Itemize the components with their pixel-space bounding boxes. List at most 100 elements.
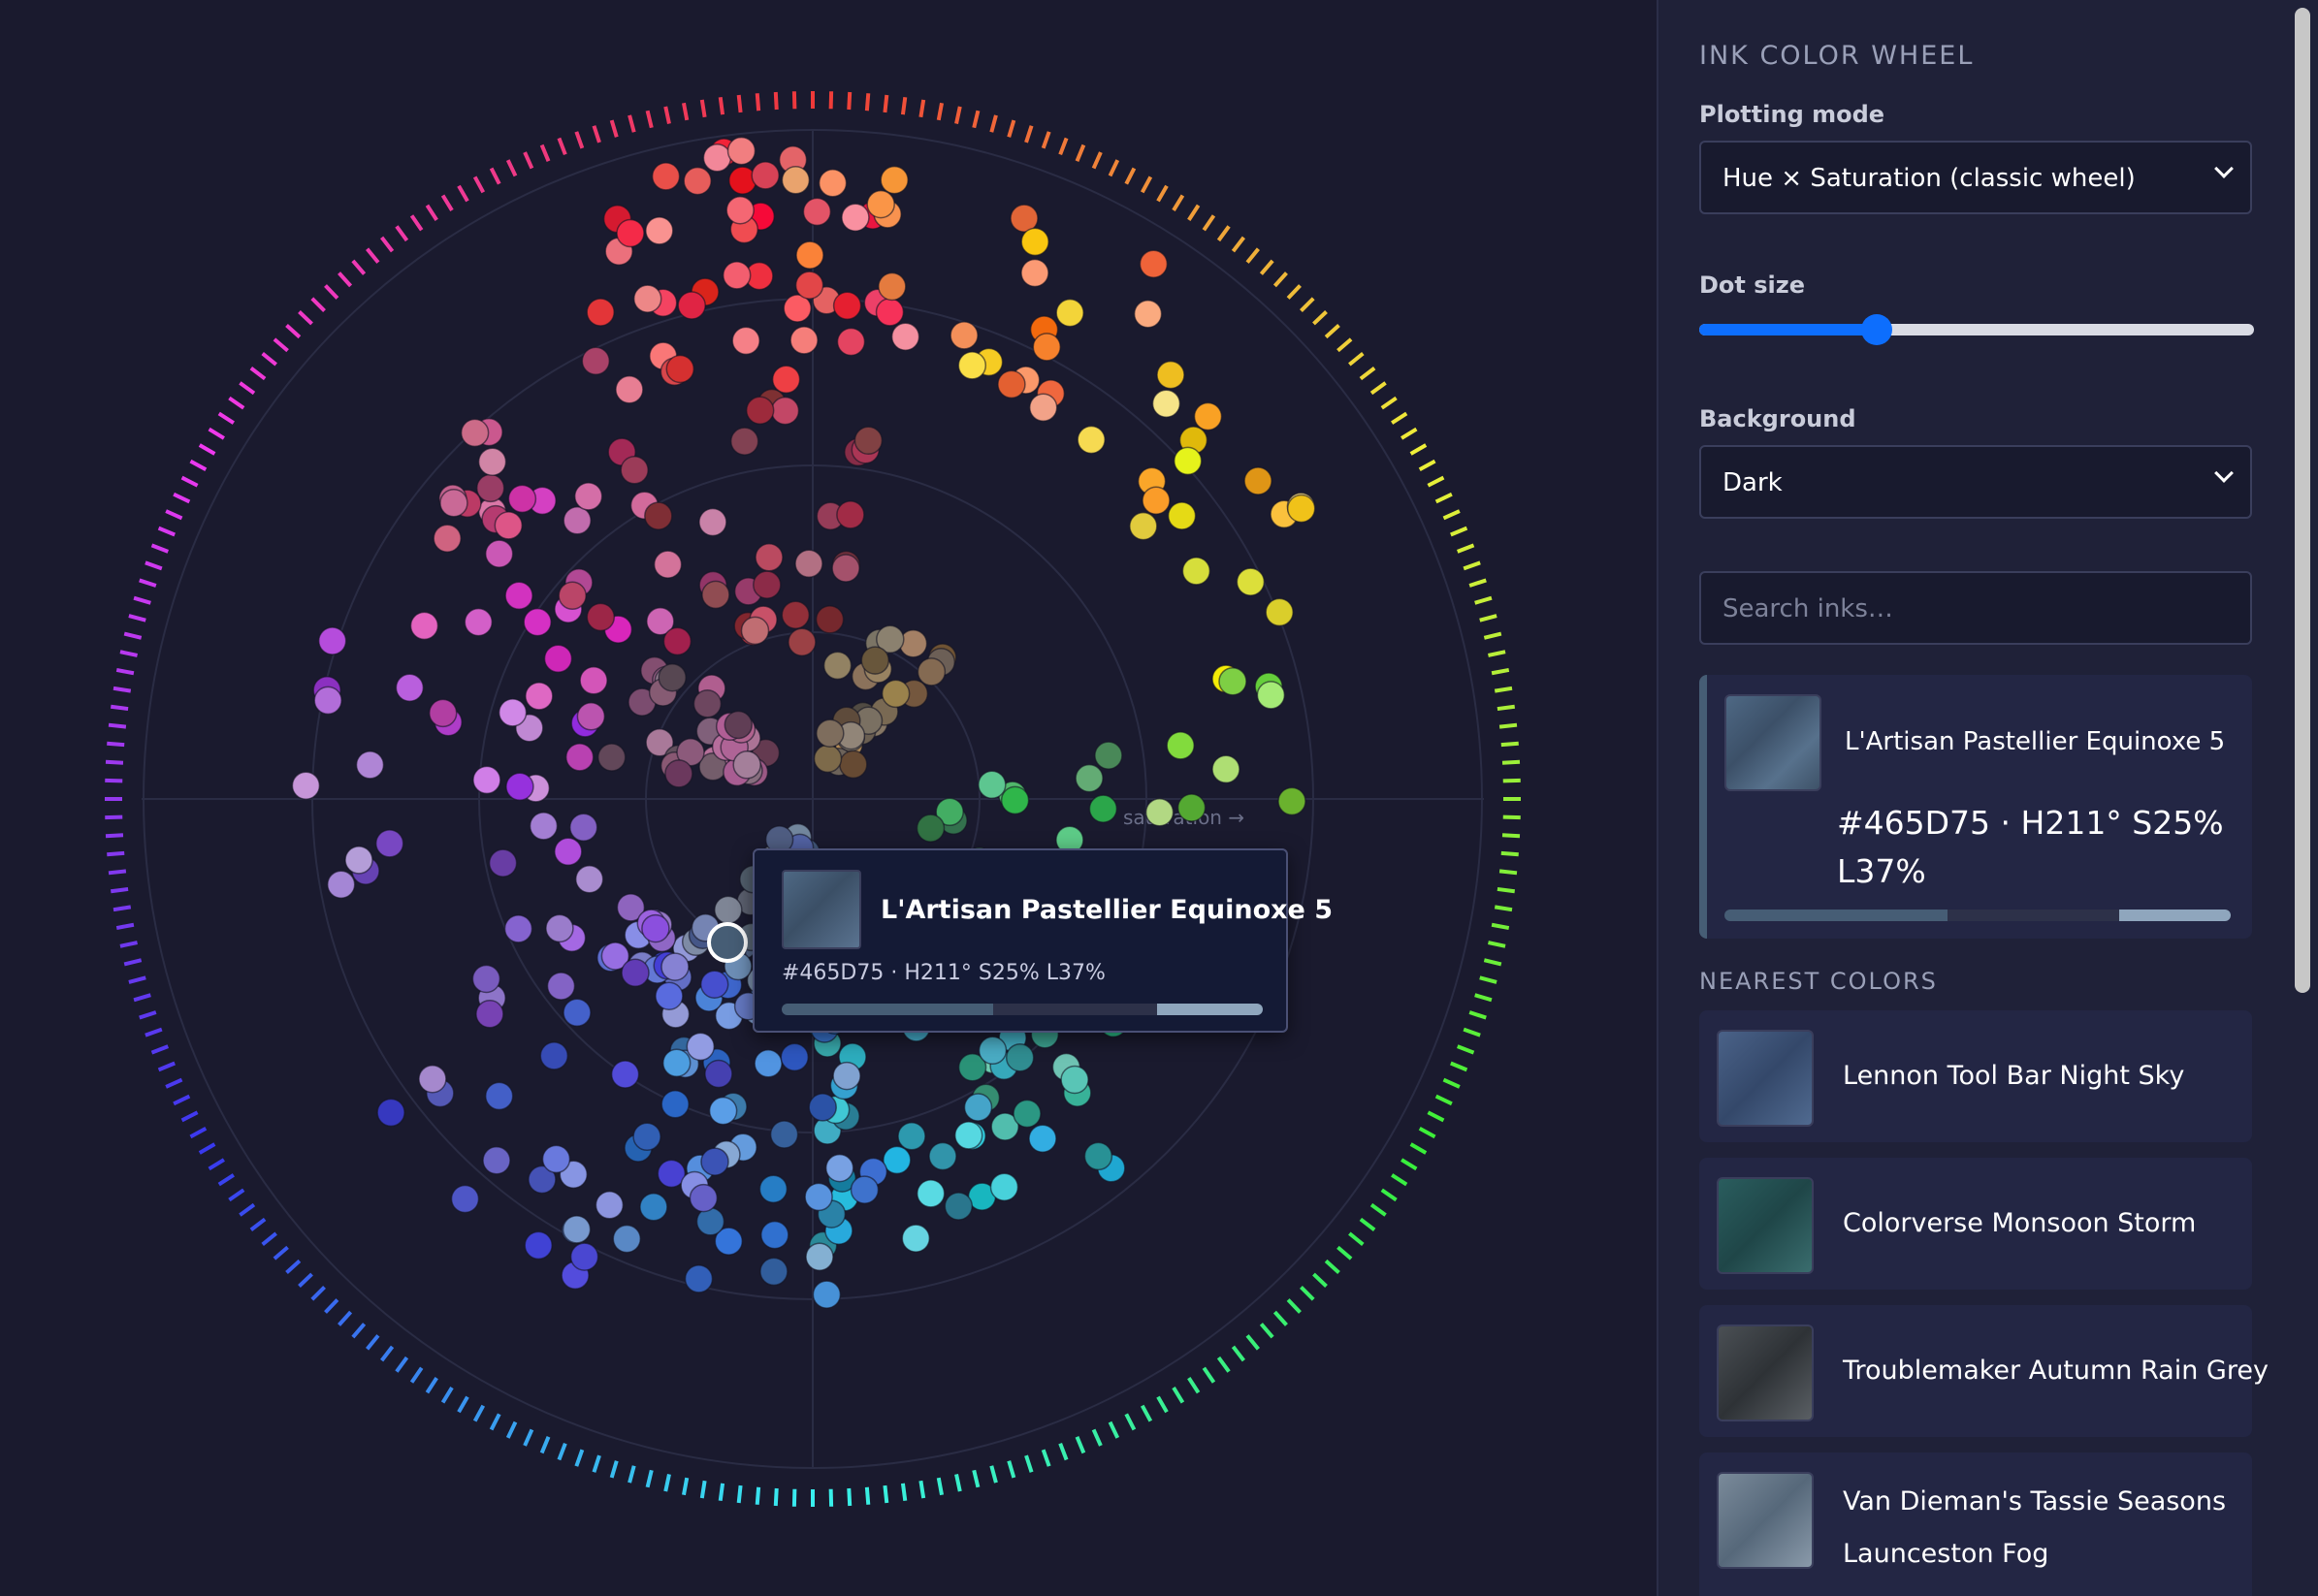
ink-dot[interactable] [1032,333,1062,362]
ink-dot[interactable] [726,136,757,166]
ink-dot[interactable] [610,1060,640,1089]
ink-dot[interactable] [816,718,845,748]
ink-dot[interactable] [657,1159,687,1189]
nearest-item[interactable]: Troublemaker Autumn Rain Grey [1699,1305,2269,1437]
ink-dot[interactable] [660,1090,690,1119]
ink-dot[interactable] [890,322,920,351]
ink-dot[interactable] [660,952,690,981]
ink-dot[interactable] [740,616,770,646]
ink-dot[interactable] [1218,666,1247,696]
ink-dot[interactable] [524,1230,553,1261]
ink-dot[interactable] [641,913,670,943]
ink-dot[interactable] [1236,567,1266,596]
ink-dot[interactable] [866,189,895,219]
ink-dot[interactable] [714,895,743,925]
ink-dot[interactable] [615,374,644,404]
ink-dot[interactable] [586,298,615,327]
ink-dot[interactable] [563,998,592,1028]
ink-dot[interactable] [576,702,606,731]
ink-dot[interactable] [569,1242,599,1271]
ink-dot[interactable] [460,418,490,448]
ink-dot[interactable] [505,772,534,802]
ink-dot[interactable] [1075,763,1104,793]
ink-dot[interactable] [708,1096,738,1126]
ink-dot[interactable] [745,396,775,425]
ink-dot[interactable] [916,814,946,843]
ink-dot[interactable] [876,624,905,654]
ink-dot[interactable] [313,686,342,716]
ink-dot[interactable] [632,284,662,313]
ink-dot[interactable] [612,1224,642,1254]
ink-dot[interactable] [1176,793,1207,822]
ink-dot[interactable] [928,1141,957,1171]
ink-dot[interactable] [953,1121,983,1150]
ink-dot[interactable] [989,1172,1019,1201]
ink-dot[interactable] [1000,785,1030,815]
ink-dot[interactable] [539,1041,569,1070]
ink-dot[interactable] [880,165,909,195]
ink-dot[interactable] [581,346,611,376]
scrollbar-thumb[interactable] [2295,8,2310,993]
ink-dot[interactable] [662,626,692,656]
ink-dot[interactable] [409,611,439,641]
ink-dot[interactable] [1005,1042,1035,1072]
ink-dot[interactable] [751,161,780,190]
ink-dot[interactable] [564,743,595,772]
ink-dot[interactable] [1256,681,1286,710]
ink-dot[interactable] [1142,486,1171,515]
ink-dot[interactable] [664,759,693,788]
ink-dot[interactable] [475,473,505,503]
ink-dot[interactable] [794,271,824,300]
ink-dot[interactable] [1060,1065,1089,1095]
ink-dot[interactable] [376,1098,405,1128]
ink-dot[interactable] [815,605,845,634]
ink-dot[interactable] [881,679,911,709]
ink-dot[interactable] [812,1280,842,1309]
ink-dot[interactable] [484,1081,514,1111]
ink-dot[interactable] [957,351,987,380]
ink-dot[interactable] [616,893,646,922]
ink-dot[interactable] [897,1122,926,1151]
ink-dot[interactable] [545,913,574,943]
ink-dot[interactable] [1173,446,1203,476]
ink-dot[interactable] [498,698,528,727]
ink-dot[interactable] [1094,741,1123,770]
ink-dot[interactable] [1277,786,1306,816]
ink-dot[interactable] [698,507,727,537]
ink-dot[interactable] [677,291,706,320]
ink-dot[interactable] [528,1165,557,1195]
ink-dot[interactable] [1139,249,1169,278]
ink-dot[interactable] [1129,511,1158,541]
ink-dot[interactable] [563,506,592,535]
ink-dot[interactable] [805,1242,834,1271]
ink-dot[interactable] [788,627,817,656]
ink-dot[interactable] [714,1227,744,1256]
ink-dot[interactable] [836,500,865,529]
ink-dot[interactable] [596,743,627,772]
ink-dot[interactable] [832,1061,861,1091]
background-select[interactable]: Dark [1699,445,2252,519]
ink-dot[interactable] [504,581,533,611]
ink-dot[interactable] [317,626,347,655]
ink-dot[interactable] [568,813,598,843]
ink-dot[interactable] [482,1145,511,1175]
ink-dot[interactable] [689,1183,719,1213]
ink-dot[interactable] [944,1192,974,1221]
ink-dot[interactable] [1156,360,1185,390]
ink-dot[interactable] [732,750,761,780]
ink-dot[interactable] [620,456,649,485]
ink-dot[interactable] [990,1112,1019,1141]
ink-dot[interactable] [475,999,504,1029]
ink-dot[interactable] [1166,731,1195,760]
ink-dot[interactable] [781,600,811,629]
ink-dot[interactable] [684,1264,714,1293]
ink-dot[interactable] [699,970,729,999]
ink-dot[interactable] [1028,1124,1057,1153]
ink-dot[interactable] [917,657,947,686]
ink-dot[interactable] [644,501,673,530]
ink-dot[interactable] [525,682,554,711]
ink-dot[interactable] [957,1052,987,1082]
ink-dot[interactable] [639,1193,668,1222]
ink-dot[interactable] [701,580,730,610]
ink-dot[interactable] [646,606,675,636]
